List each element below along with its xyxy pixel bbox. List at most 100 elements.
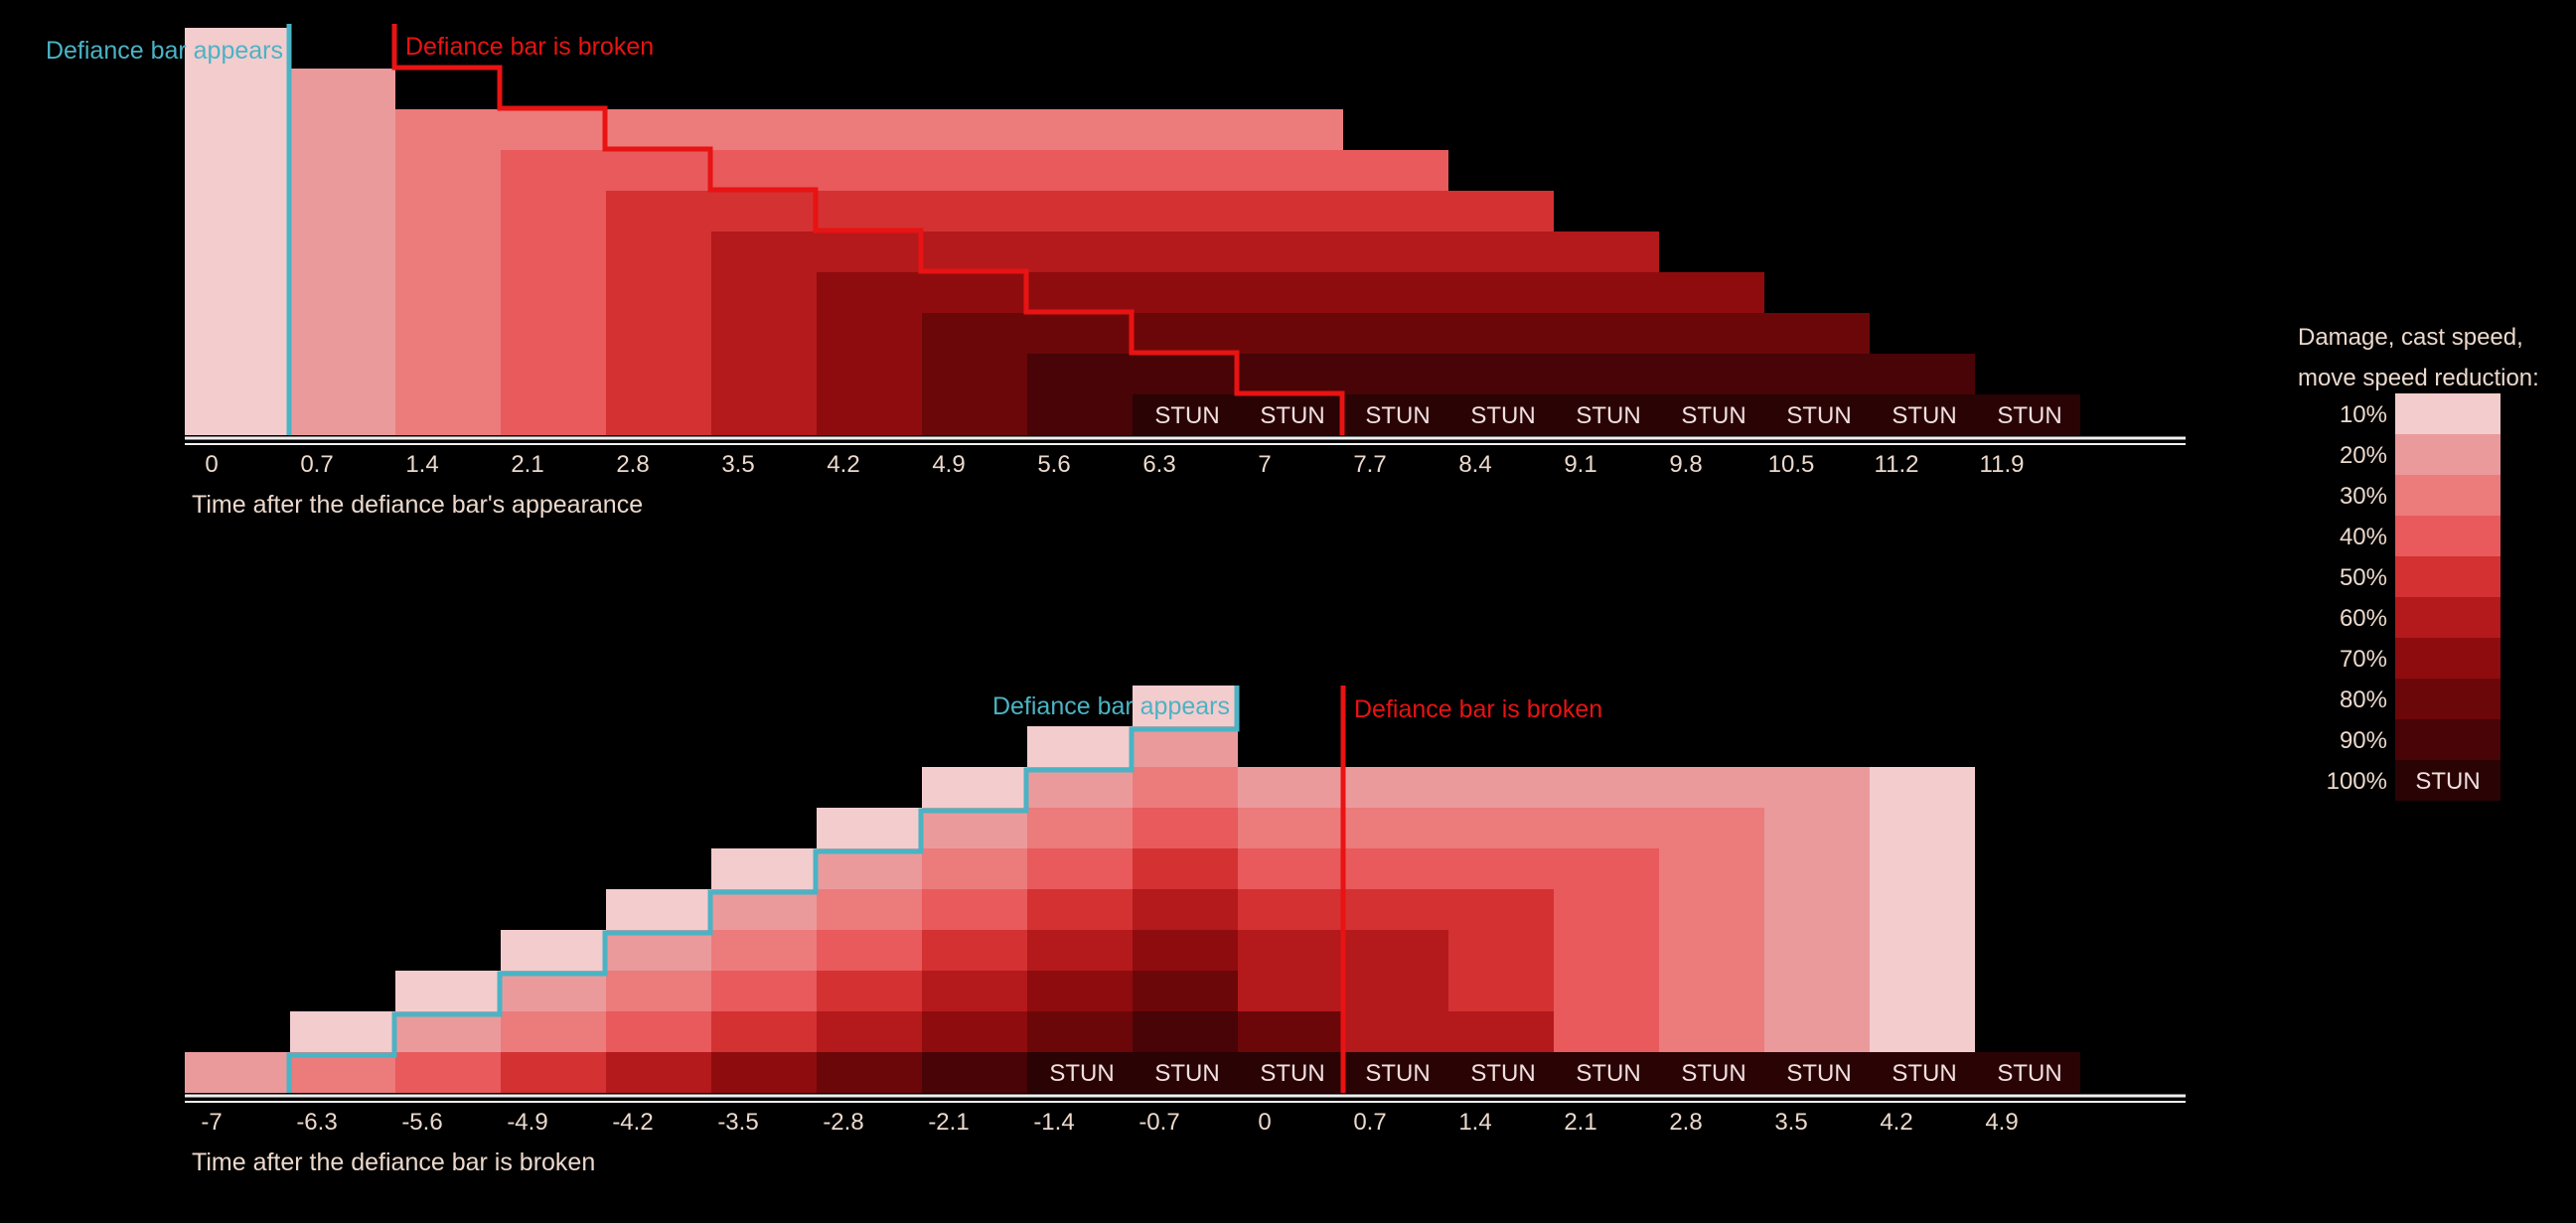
bottom-cell [1870,848,1975,889]
top-cell [1133,150,1238,191]
bottom-cell [922,767,1027,808]
top-tick-label: 3.5 [721,451,754,478]
legend-label: 60% [2340,605,2387,632]
bottom-cell [711,930,817,971]
top-cell [1343,354,1448,394]
top-cell [1554,394,1659,435]
top-cell [1448,394,1554,435]
top-cell [395,313,501,354]
top-cell [1027,272,1133,313]
top-cell [1343,191,1448,231]
top-cell [1238,191,1343,231]
bottom-tick-label: -2.8 [823,1109,863,1136]
top-stun-label: STUN [1365,402,1430,429]
top-cell [1448,313,1554,354]
legend-swatch [2395,679,2500,719]
bottom-cell [1764,808,1870,848]
bottom-cell [1659,1011,1764,1052]
bottom-cell [922,848,1027,889]
top-cell [817,109,922,150]
bottom-cell [290,1011,395,1052]
bottom-cell [185,1052,290,1093]
bottom-cell [1027,767,1133,808]
top-cell [1343,394,1448,435]
top-cell [185,109,290,150]
top-cell [395,150,501,191]
top-cell [1027,150,1133,191]
bottom-cell [817,930,922,971]
bottom-cell [1343,808,1448,848]
top-cell [185,394,290,435]
legend-label: 80% [2340,687,2387,713]
top-cell [1133,109,1238,150]
bottom-broken-label: Defiance bar is broken [1354,695,1602,723]
top-cell [501,272,606,313]
bottom-cell [1870,1052,1975,1093]
top-cell [1975,394,2080,435]
bottom-x-label: Time after the defiance bar is broken [192,1148,595,1176]
top-cell [1027,109,1133,150]
top-cell [711,354,817,394]
top-cell [395,272,501,313]
bottom-cell [606,889,711,930]
bottom-cell [1027,889,1133,930]
bottom-cell [1975,1052,2080,1093]
top-cell [1238,150,1343,191]
bottom-cell [501,1011,606,1052]
top-broken-label: Defiance bar is broken [405,33,654,61]
top-cell [1133,394,1238,435]
bottom-cell [1554,1011,1659,1052]
bottom-tick-label: -3.5 [717,1109,758,1136]
top-cell [290,231,395,272]
top-cell [1659,272,1764,313]
bottom-cell [395,971,501,1011]
bottom-cell [1238,848,1343,889]
bottom-cell [711,971,817,1011]
bottom-cell [1133,971,1238,1011]
top-cell [922,231,1027,272]
legend-title-line1: Damage, cast speed, [2298,324,2523,351]
legend: Damage, cast speed, move speed reduction… [2298,324,2539,801]
top-cell [395,191,501,231]
top-broken-boundary [391,24,1345,435]
bottom-cell [1659,1052,1764,1093]
top-cell [290,109,395,150]
bottom-cell [1764,767,1870,808]
bottom-cell [1027,1011,1133,1052]
top-tick-label: 9.1 [1564,451,1596,478]
top-cell [922,191,1027,231]
top-cell [1448,354,1554,394]
top-cell [1659,394,1764,435]
bottom-cell [817,848,922,889]
top-cell [1238,394,1343,435]
bottom-cell [1554,808,1659,848]
bottom-cell [922,971,1027,1011]
legend-swatch [2395,393,2500,434]
bottom-cell [1133,889,1238,930]
top-cell [711,313,817,354]
top-cell [185,69,290,109]
bottom-cell [501,1052,606,1093]
top-cell [185,354,290,394]
legend-label: 70% [2340,646,2387,673]
top-cell [922,272,1027,313]
top-cell [1343,272,1448,313]
bottom-cell [1554,767,1659,808]
top-cell [185,313,290,354]
top-tick-label: 11.9 [1980,451,2025,478]
bottom-cell [1659,808,1764,848]
top-heatmap: STUN STUN STUN STUN STUN STUN STUN STUN STUN 0 0.7… [46,24,2186,519]
legend-label: 90% [2340,727,2387,754]
bottom-cell [711,889,817,930]
top-cell [501,354,606,394]
top-cell [1554,231,1659,272]
bottom-cell [606,971,711,1011]
bottom-cell [1554,848,1659,889]
bottom-cell [1238,930,1343,971]
top-cell [290,150,395,191]
top-stun-label: STUN [1154,402,1219,429]
legend-label: 20% [2340,442,2387,469]
top-cell [817,313,922,354]
bottom-cell [1659,848,1764,889]
bottom-cell [922,889,1027,930]
